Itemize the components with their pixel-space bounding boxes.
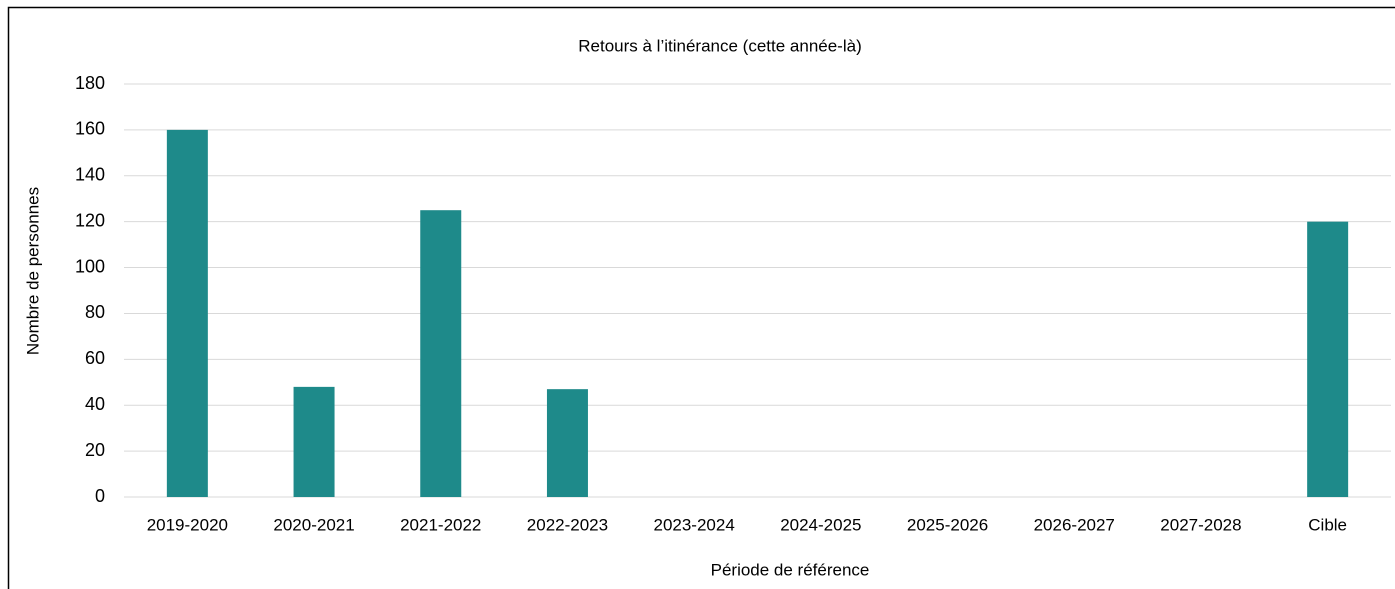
bar [420,210,462,497]
y-tick-label: 160 [75,119,105,139]
y-tick-label: 80 [85,302,105,322]
x-tick-label: 2022-2023 [527,515,608,534]
x-tick-label: 2019-2020 [147,515,228,534]
x-tick-label: 2021-2022 [400,515,481,534]
frame [7,6,1395,589]
y-tick-label: 20 [85,440,105,460]
x-tick-label: 2025-2026 [907,515,988,534]
y-tick-label: 120 [75,210,105,230]
x-tick-label: 2024-2025 [780,515,861,534]
y-tick-label: 140 [75,165,105,185]
bar [1307,221,1349,497]
x-tick-label: 2027-2028 [1160,515,1241,534]
x-tick-label: Cible [1308,515,1347,534]
bar [293,386,335,497]
chart-title: Retours à l’itinérance (cette année-là) [578,36,861,55]
x-axis-label: Période de référence [711,560,870,579]
x-tick-label: 2020-2021 [273,515,354,534]
x-tick-label: 2026-2027 [1034,515,1115,534]
x-tick-label: 2023-2024 [653,515,734,534]
y-axis-label: Nombre de personnes [23,187,42,355]
y-tick-label: 180 [75,73,105,93]
bar [166,129,208,497]
y-tick-label: 0 [95,486,105,506]
y-tick-label: 60 [85,348,105,368]
y-tick-label: 40 [85,394,105,414]
bar [546,389,588,497]
y-tick-label: 100 [75,256,105,276]
